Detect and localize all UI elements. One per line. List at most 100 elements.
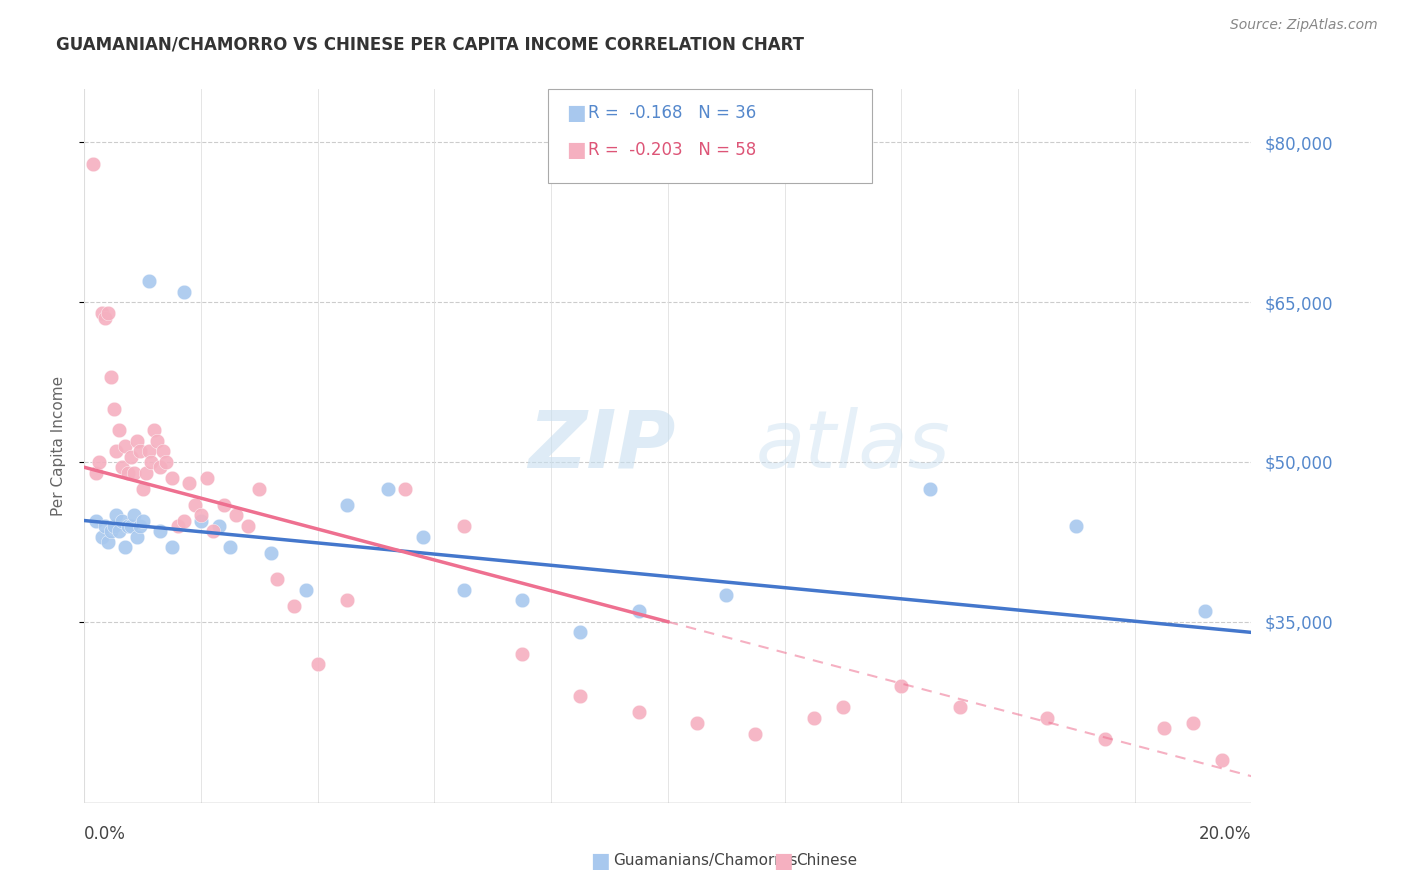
Point (87, 455, 110, 469)
Point (803, 710, 825, 724)
Text: ■: ■ (567, 140, 586, 160)
Point (108, 524, 131, 539)
Point (1211, 753, 1233, 767)
Point (225, 508, 247, 523)
Point (94, 311, 117, 326)
Point (94, 519, 117, 533)
Text: R =  -0.168   N = 36: R = -0.168 N = 36 (588, 104, 756, 122)
Point (1066, 519, 1088, 533)
Point (569, 690, 592, 704)
Point (105, 508, 128, 523)
Text: ZIP: ZIP (527, 407, 675, 485)
Point (832, 700, 855, 714)
Point (111, 460, 134, 475)
Point (138, 444, 160, 458)
Point (160, 540, 183, 554)
Point (412, 529, 434, 543)
Point (84, 514, 107, 528)
Point (219, 540, 242, 554)
Point (195, 471, 218, 485)
Point (949, 700, 972, 714)
Point (103, 519, 125, 533)
Point (377, 482, 399, 496)
Point (260, 545, 283, 559)
Text: ■: ■ (773, 851, 793, 871)
Point (143, 423, 166, 437)
Point (1181, 715, 1204, 730)
Point (146, 434, 169, 448)
Point (152, 444, 174, 458)
Point (453, 582, 475, 597)
Point (920, 482, 942, 496)
Point (266, 572, 288, 586)
Point (128, 444, 150, 458)
Point (114, 439, 136, 453)
Point (125, 434, 148, 448)
Text: GUAMANIAN/CHAMORRO VS CHINESE PER CAPITA INCOME CORRELATION CHART: GUAMANIAN/CHAMORRO VS CHINESE PER CAPITA… (56, 36, 804, 54)
Point (117, 519, 139, 533)
Text: ■: ■ (591, 851, 610, 871)
Point (120, 450, 142, 464)
Point (132, 482, 155, 496)
Text: atlas: atlas (755, 407, 950, 485)
Point (160, 471, 183, 485)
Y-axis label: Per Capita Income: Per Capita Income (51, 376, 66, 516)
Point (100, 524, 122, 539)
Point (686, 715, 709, 730)
Point (179, 476, 201, 491)
Text: 20.0%: 20.0% (1199, 825, 1251, 843)
Point (97, 306, 120, 320)
Text: Source: ZipAtlas.com: Source: ZipAtlas.com (1230, 18, 1378, 32)
Point (138, 274, 160, 288)
Point (90, 529, 112, 543)
Point (155, 455, 177, 469)
Point (510, 593, 533, 607)
Point (166, 519, 188, 533)
Point (122, 466, 145, 480)
Point (149, 460, 172, 475)
Point (141, 455, 163, 469)
Text: Chinese: Chinese (796, 854, 856, 868)
Point (100, 369, 122, 384)
Point (307, 657, 329, 672)
Point (122, 508, 145, 523)
Point (1153, 721, 1175, 735)
Point (149, 524, 172, 539)
Point (120, 519, 142, 533)
Point (125, 529, 148, 543)
Text: ■: ■ (567, 103, 586, 123)
Point (627, 604, 650, 618)
Point (135, 466, 157, 480)
Point (111, 514, 134, 528)
Point (90, 306, 112, 320)
Point (190, 508, 212, 523)
Point (1036, 710, 1059, 724)
Point (510, 647, 533, 661)
Point (190, 514, 212, 528)
Point (453, 519, 475, 533)
Point (890, 679, 912, 693)
Point (117, 466, 139, 480)
Point (336, 593, 359, 607)
Point (214, 498, 236, 512)
Point (716, 588, 738, 602)
Point (184, 498, 207, 512)
Point (1194, 604, 1216, 618)
Point (173, 514, 195, 528)
Point (569, 625, 592, 640)
Point (82, 157, 104, 171)
Point (249, 482, 271, 496)
Point (105, 444, 128, 458)
Point (1094, 731, 1116, 746)
Text: 0.0%: 0.0% (84, 825, 127, 843)
Point (283, 599, 305, 613)
Point (201, 524, 224, 539)
Text: Guamanians/Chamorros: Guamanians/Chamorros (613, 854, 797, 868)
Point (108, 423, 131, 437)
Text: R =  -0.203   N = 58: R = -0.203 N = 58 (588, 141, 756, 159)
Point (173, 285, 195, 299)
Point (744, 726, 766, 740)
Point (336, 498, 359, 512)
Point (103, 401, 125, 416)
Point (132, 514, 155, 528)
